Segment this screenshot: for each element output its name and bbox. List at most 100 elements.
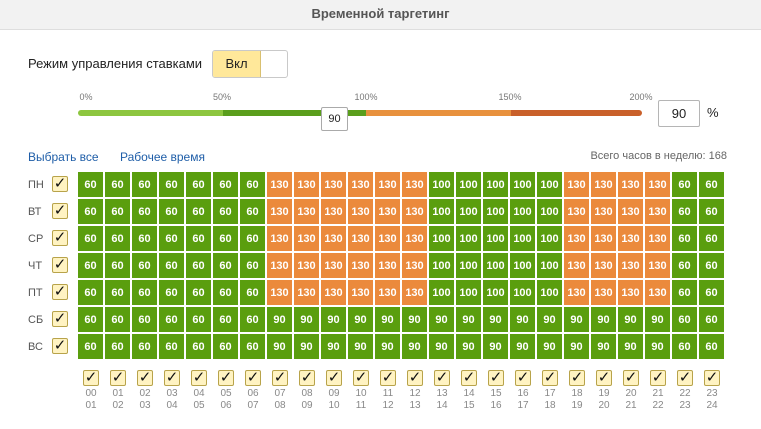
schedule-cell[interactable]: 100 [429,280,455,306]
schedule-cell[interactable]: 60 [132,226,158,252]
hour-checkbox[interactable]: ✓ [110,369,126,386]
schedule-cell[interactable]: 60 [132,253,158,279]
day-checkbox[interactable]: ✓ [52,283,68,300]
schedule-cell[interactable]: 130 [375,226,401,252]
schedule-cell[interactable]: 90 [564,307,590,333]
schedule-cell[interactable]: 90 [321,307,347,333]
schedule-cell[interactable]: 60 [78,307,104,333]
hour-checkbox[interactable]: ✓ [623,369,639,386]
schedule-cell[interactable]: 130 [294,280,320,306]
schedule-cell[interactable]: 60 [699,307,725,333]
schedule-cell[interactable]: 130 [267,280,293,306]
schedule-cell[interactable]: 100 [483,253,509,279]
schedule-cell[interactable]: 60 [240,334,266,360]
schedule-cell[interactable]: 90 [348,307,374,333]
schedule-cell[interactable]: 130 [348,226,374,252]
schedule-cell[interactable]: 100 [537,172,563,198]
schedule-cell[interactable]: 130 [645,199,671,225]
schedule-cell[interactable]: 100 [429,199,455,225]
schedule-cell[interactable]: 60 [186,253,212,279]
schedule-cell[interactable]: 130 [402,226,428,252]
schedule-cell[interactable]: 60 [699,199,725,225]
schedule-cell[interactable]: 60 [699,172,725,198]
bid-slider-handle[interactable]: 90 [321,107,348,131]
schedule-cell[interactable]: 130 [564,253,590,279]
schedule-cell[interactable]: 130 [321,199,347,225]
hour-checkbox[interactable]: ✓ [272,369,288,386]
schedule-cell[interactable]: 130 [402,253,428,279]
schedule-cell[interactable]: 90 [537,334,563,360]
schedule-cell[interactable]: 90 [267,307,293,333]
day-checkbox[interactable]: ✓ [52,310,68,327]
hour-checkbox[interactable]: ✓ [83,369,99,386]
schedule-cell[interactable]: 60 [699,334,725,360]
hour-checkbox[interactable]: ✓ [299,369,315,386]
schedule-cell[interactable]: 60 [213,172,239,198]
schedule-cell[interactable]: 90 [294,307,320,333]
schedule-cell[interactable]: 100 [510,199,536,225]
schedule-cell[interactable]: 90 [510,307,536,333]
schedule-cell[interactable]: 100 [456,199,482,225]
schedule-cell[interactable]: 60 [78,253,104,279]
schedule-cell[interactable]: 60 [78,334,104,360]
schedule-cell[interactable]: 60 [240,253,266,279]
schedule-cell[interactable]: 130 [267,226,293,252]
schedule-cell[interactable]: 100 [429,226,455,252]
schedule-cell[interactable]: 60 [672,307,698,333]
hour-checkbox[interactable]: ✓ [434,369,450,386]
schedule-cell[interactable]: 90 [456,334,482,360]
schedule-cell[interactable]: 100 [537,253,563,279]
schedule-cell[interactable]: 60 [213,280,239,306]
schedule-cell[interactable]: 130 [402,280,428,306]
hour-checkbox[interactable]: ✓ [353,369,369,386]
schedule-cell[interactable]: 100 [456,226,482,252]
hour-checkbox[interactable]: ✓ [326,369,342,386]
schedule-cell[interactable]: 60 [672,334,698,360]
schedule-cell[interactable]: 130 [564,226,590,252]
schedule-cell[interactable]: 90 [429,307,455,333]
hour-checkbox[interactable]: ✓ [569,369,585,386]
schedule-cell[interactable]: 100 [510,226,536,252]
hour-checkbox[interactable]: ✓ [515,369,531,386]
schedule-cell[interactable]: 100 [483,172,509,198]
schedule-cell[interactable]: 60 [159,280,185,306]
schedule-cell[interactable]: 90 [375,307,401,333]
schedule-cell[interactable]: 90 [321,334,347,360]
schedule-cell[interactable]: 90 [348,334,374,360]
day-checkbox[interactable]: ✓ [52,337,68,354]
schedule-cell[interactable]: 60 [159,334,185,360]
schedule-cell[interactable]: 130 [645,253,671,279]
schedule-cell[interactable]: 90 [645,334,671,360]
schedule-cell[interactable]: 130 [294,253,320,279]
hour-checkbox[interactable]: ✓ [461,369,477,386]
schedule-cell[interactable]: 60 [105,172,131,198]
schedule-cell[interactable]: 100 [510,172,536,198]
schedule-cell[interactable]: 60 [105,226,131,252]
schedule-cell[interactable]: 90 [402,334,428,360]
schedule-cell[interactable]: 60 [132,280,158,306]
schedule-cell[interactable]: 130 [375,199,401,225]
schedule-cell[interactable]: 130 [375,172,401,198]
schedule-cell[interactable]: 90 [375,334,401,360]
schedule-cell[interactable]: 100 [456,280,482,306]
schedule-cell[interactable]: 60 [699,226,725,252]
schedule-cell[interactable]: 60 [213,226,239,252]
schedule-cell[interactable]: 60 [240,307,266,333]
day-checkbox[interactable]: ✓ [52,256,68,273]
schedule-cell[interactable]: 60 [132,199,158,225]
hour-checkbox[interactable]: ✓ [218,369,234,386]
schedule-cell[interactable]: 130 [564,199,590,225]
schedule-cell[interactable]: 130 [348,172,374,198]
schedule-cell[interactable]: 60 [78,226,104,252]
schedule-cell[interactable]: 60 [159,172,185,198]
schedule-cell[interactable]: 130 [564,172,590,198]
schedule-cell[interactable]: 130 [591,226,617,252]
schedule-cell[interactable]: 100 [537,280,563,306]
schedule-cell[interactable]: 130 [321,253,347,279]
schedule-cell[interactable]: 130 [591,172,617,198]
schedule-cell[interactable]: 90 [537,307,563,333]
schedule-cell[interactable]: 60 [105,253,131,279]
schedule-cell[interactable]: 130 [294,199,320,225]
schedule-cell[interactable]: 130 [348,280,374,306]
schedule-cell[interactable]: 90 [645,307,671,333]
